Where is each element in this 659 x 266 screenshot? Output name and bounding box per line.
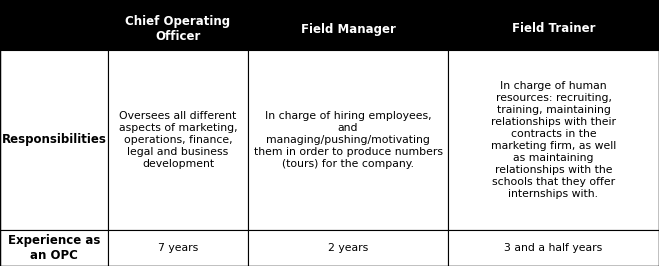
- Text: In charge of hiring employees,
and
managing/pushing/motivating
them in order to : In charge of hiring employees, and manag…: [254, 111, 442, 169]
- Bar: [248, 8, 448, 50]
- Text: Field Manager: Field Manager: [301, 23, 395, 35]
- Text: 7 years: 7 years: [158, 243, 198, 253]
- Bar: [0, 50, 108, 230]
- Bar: [108, 8, 248, 50]
- Text: Chief Operating
Officer: Chief Operating Officer: [125, 15, 231, 43]
- Bar: [0, 0, 659, 8]
- Bar: [248, 50, 448, 230]
- Text: In charge of human
resources: recruiting,
training, maintaining
relationships wi: In charge of human resources: recruiting…: [491, 81, 616, 199]
- Bar: [248, 230, 448, 266]
- Text: Responsibilities: Responsibilities: [1, 134, 107, 147]
- Text: Experience as
an OPC: Experience as an OPC: [8, 234, 100, 262]
- Bar: [108, 230, 248, 266]
- Text: 3 and a half years: 3 and a half years: [504, 243, 602, 253]
- Bar: [448, 230, 659, 266]
- Text: Field Trainer: Field Trainer: [512, 23, 595, 35]
- Bar: [448, 8, 659, 50]
- Bar: [108, 50, 248, 230]
- Bar: [0, 230, 108, 266]
- Text: 2 years: 2 years: [328, 243, 368, 253]
- Bar: [0, 8, 108, 50]
- Text: Oversees all different
aspects of marketing,
operations, finance,
legal and busi: Oversees all different aspects of market…: [119, 111, 237, 169]
- Bar: [448, 50, 659, 230]
